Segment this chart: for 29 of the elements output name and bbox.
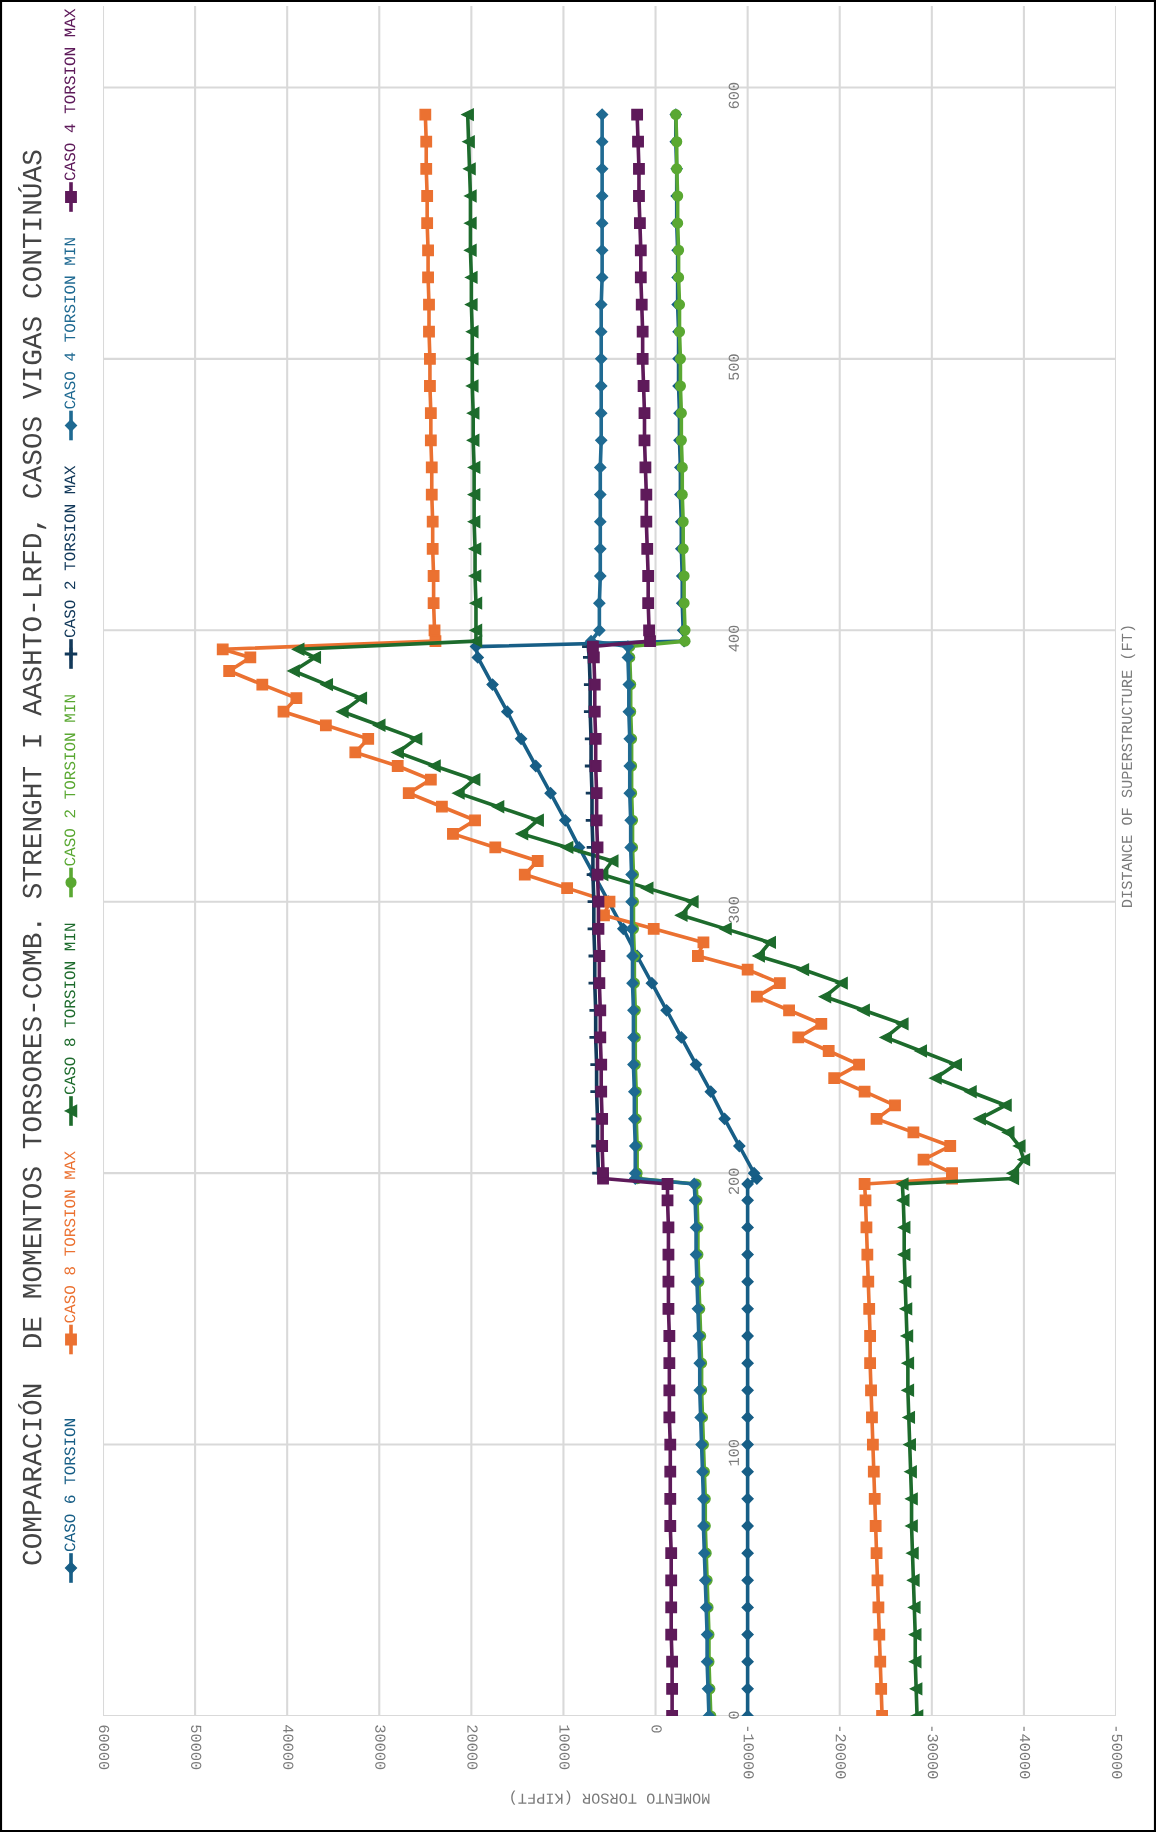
text: CASO 4 TORSION MAX: [64, 8, 76, 181]
y-axis-title: DISTANCE OF SUPERSTRUCTURE (FT): [1120, 626, 1136, 907]
x-tick-label: -50000: [1111, 1726, 1123, 1779]
x-tick-label: 30000: [375, 1725, 386, 1770]
text: COMPARACIÓN DE MOMENTOS TORSORES-COMB. STRENGHT I AASHTO-LRFD, CASOS VIGAS CONTINÚAS: [18, 150, 47, 1565]
text: CASO 2 TORSION MIN: [64, 695, 76, 866]
text: CASO 8 TORSION MIN: [64, 923, 76, 1095]
y-tick-label: 500: [728, 354, 739, 380]
x-tick-label: 0: [651, 1725, 662, 1733]
x-tick-label: 40000: [283, 1725, 294, 1770]
text: CASO 6 TORSION: [64, 1419, 76, 1552]
y-tick-label: 600: [728, 82, 739, 109]
x-tick-label: -30000: [927, 1726, 939, 1779]
text: CASO 4 TORSION MIN: [64, 238, 76, 409]
y-tick-label: 100: [728, 1439, 739, 1466]
y-tick-label: 0: [728, 1711, 739, 1719]
x-tick-label: 10000: [559, 1725, 570, 1770]
x-tick-label: 60000: [98, 1725, 110, 1770]
y-tick-label: 400: [728, 625, 739, 652]
x-tick-label: 50000: [190, 1725, 202, 1770]
text: CASO 2 TORSION MAX: [64, 465, 76, 638]
y-tick-label: 300: [728, 897, 739, 923]
x-tick-label: 20000: [467, 1725, 478, 1770]
x-tick-label: -40000: [1019, 1726, 1031, 1779]
text: CASO 8 TORSION MAX: [64, 1151, 76, 1323]
x-axis-title: MOMENTO TORSOR (KIPFT): [511, 1790, 710, 1805]
y-tick-label: 200: [728, 1168, 739, 1195]
x-tick-label: -20000: [835, 1726, 846, 1779]
x-tick-label: -10000: [743, 1726, 754, 1779]
